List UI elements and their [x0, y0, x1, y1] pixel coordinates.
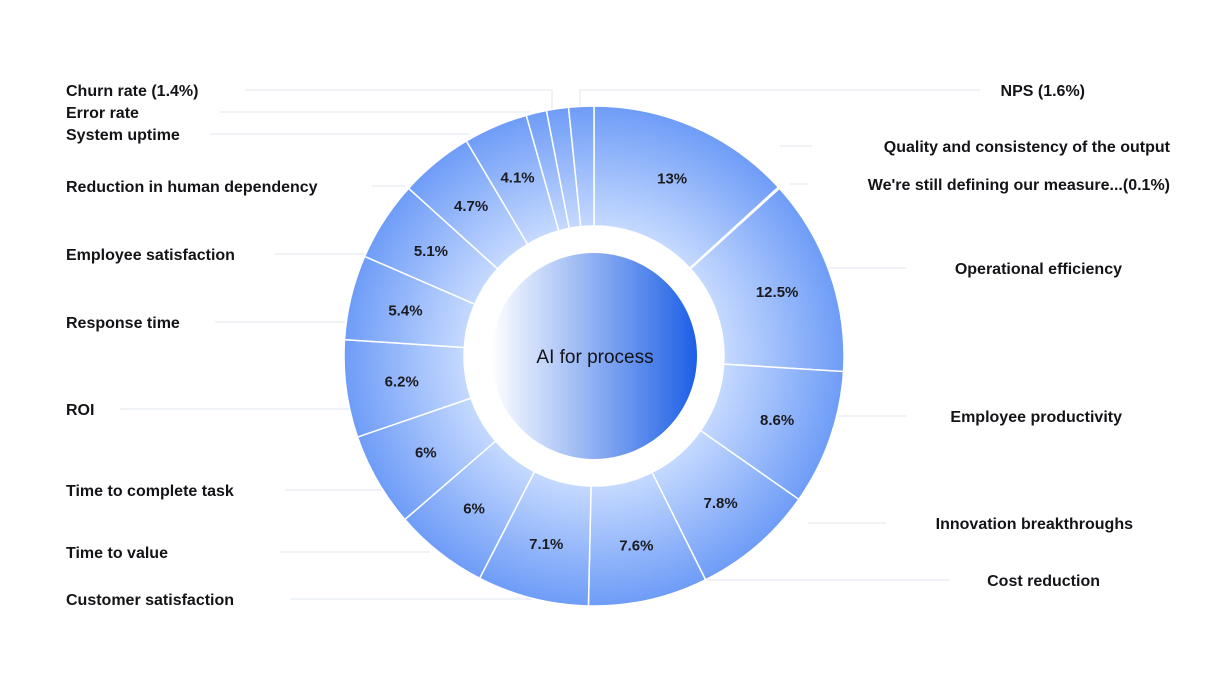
segment-value-quality-and-consistency-of-the-output: 13%	[657, 170, 687, 187]
category-label-churn-rate-1-4: Churn rate (1.4%)	[66, 83, 198, 100]
category-label-innovation-breakthroughs: Innovation breakthroughs	[936, 516, 1133, 533]
center-label: AI for process	[536, 347, 653, 368]
donut-segment-operational-efficiency	[689, 187, 845, 373]
segment-value-reduction-in-human-dependency: 4.7%	[454, 198, 488, 215]
category-label-system-uptime: System uptime	[66, 127, 180, 144]
category-label-time-to-complete-task: Time to complete task	[66, 483, 234, 500]
segment-value-system-uptime: 4.1%	[500, 170, 534, 187]
segment-value-cost-reduction: 7.6%	[619, 537, 653, 554]
segment-value-innovation-breakthroughs: 7.8%	[704, 495, 738, 512]
segment-value-roi: 6.2%	[385, 374, 419, 391]
category-label-employee-satisfaction: Employee satisfaction	[66, 247, 235, 264]
segment-value-employee-satisfaction: 5.1%	[414, 243, 448, 260]
category-label-quality-and-consistency-of-the-output: Quality and consistency of the output	[884, 139, 1171, 156]
donut-segment-nps-1-6	[567, 105, 595, 228]
donut-segments	[343, 105, 845, 607]
category-labels: Quality and consistency of the output We'…	[66, 83, 1171, 609]
category-label-customer-satisfaction: Customer satisfaction	[66, 592, 234, 609]
category-label-error-rate: Error rate	[66, 105, 139, 122]
category-label-reduction-in-human-dependency: Reduction in human dependency	[66, 179, 318, 196]
segment-value-labels: 13% 12.5% 8.6% 7.8% 7.6% 7.1% 6% 6% 6.2% 5.4% 5.1%…	[385, 170, 799, 555]
category-label-employee-productivity: Employee productivity	[950, 409, 1122, 426]
segment-value-customer-satisfaction: 7.1%	[529, 536, 563, 553]
leader-line-nps-1-6	[579, 89, 980, 110]
category-label-operational-efficiency: Operational efficiency	[955, 261, 1122, 278]
segment-value-response-time: 5.4%	[388, 302, 422, 319]
segment-value-time-to-complete-task: 6%	[415, 445, 437, 462]
leader-line-churn-rate-1-4	[245, 89, 553, 110]
category-label-roi: ROI	[66, 402, 94, 419]
segment-value-operational-efficiency: 12.5%	[756, 284, 799, 301]
category-label-response-time: Response time	[66, 315, 180, 332]
segment-value-time-to-value: 6%	[463, 500, 485, 517]
leader-lines	[120, 89, 980, 600]
segment-value-employee-productivity: 8.6%	[760, 412, 794, 429]
category-label-nps-1-6: NPS (1.6%)	[1001, 83, 1085, 100]
category-label-we-re-still-defining-our-measure-0-1: We're still defining our measure...(0.1%…	[868, 177, 1170, 194]
category-label-time-to-value: Time to value	[66, 545, 168, 562]
category-label-cost-reduction: Cost reduction	[987, 573, 1100, 590]
center-disc	[491, 253, 697, 459]
